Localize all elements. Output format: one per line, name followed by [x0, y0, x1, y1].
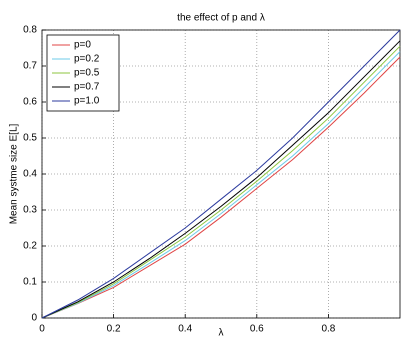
series-line: [41, 56, 401, 319]
series-line: [41, 40, 401, 319]
legend-label: p=0.7: [74, 82, 100, 93]
y-tick-label: 0.8: [23, 25, 37, 36]
y-tick-label: 0: [31, 313, 37, 324]
x-axis-label: λ: [219, 328, 224, 339]
y-tick-label: 0.3: [23, 205, 37, 216]
series-line: [41, 45, 401, 319]
y-tick-label: 0.7: [23, 61, 37, 72]
x-tick-label: 0.8: [321, 324, 335, 335]
legend-label: p=0: [74, 40, 91, 51]
plot-frame: [41, 29, 401, 319]
x-tick-label: 0.4: [178, 324, 192, 335]
y-tick-label: 0.5: [23, 133, 37, 144]
series-line: [41, 51, 401, 319]
y-tick-label: 0.1: [23, 277, 37, 288]
legend-label: p=1.0: [74, 96, 100, 107]
legend-label: p=0.2: [74, 54, 100, 65]
y-tick-label: 0.2: [23, 241, 37, 252]
y-tick-label: 0.6: [23, 97, 37, 108]
x-tick-label: 0.6: [250, 324, 264, 335]
y-tick-label: 0.4: [23, 169, 37, 180]
x-tick-label: 0: [39, 324, 45, 335]
x-tick-label: 0.2: [107, 324, 121, 335]
legend-label: p=0.5: [74, 68, 100, 79]
y-axis-label: Mean systme size E[L]: [9, 123, 20, 224]
series-line: [41, 29, 401, 319]
chart-title: the effect of p and λ: [177, 13, 265, 24]
